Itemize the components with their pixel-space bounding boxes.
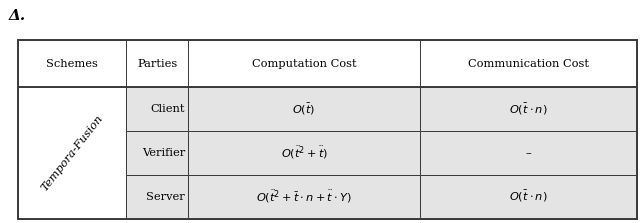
Text: $O(\ddot{t}^2 + \bar{t} \cdot n + \ddot{t} \cdot Y)$: $O(\ddot{t}^2 + \bar{t} \cdot n + \ddot{… (256, 188, 352, 205)
Text: Server: Server (146, 192, 185, 202)
Bar (188, 87, 420, 131)
Text: $O(\bar{t} \cdot n)$: $O(\bar{t} \cdot n)$ (509, 189, 548, 204)
Text: Parties: Parties (137, 59, 177, 69)
Bar (126, 40, 188, 87)
Bar (420, 175, 637, 219)
Bar (420, 40, 637, 87)
Bar (18, 40, 637, 219)
Bar (188, 175, 420, 219)
Bar (126, 87, 188, 131)
Bar (420, 131, 637, 175)
Text: –: – (525, 148, 531, 158)
Bar (18, 87, 126, 219)
Text: Client: Client (150, 104, 185, 114)
Bar (126, 131, 188, 175)
Text: Δ.: Δ. (8, 9, 26, 23)
Bar (420, 87, 637, 131)
Bar (18, 40, 126, 87)
Text: $O(\ddot{t}^2 + \ddot{t})$: $O(\ddot{t}^2 + \ddot{t})$ (280, 145, 328, 161)
Text: Verifier: Verifier (141, 148, 185, 158)
Bar (126, 175, 188, 219)
Bar (188, 40, 420, 87)
Bar (188, 131, 420, 175)
Text: Tempora-Fusion: Tempora-Fusion (39, 113, 105, 193)
Text: Communication Cost: Communication Cost (468, 59, 589, 69)
Text: $O(\bar{t})$: $O(\bar{t})$ (292, 102, 316, 117)
Text: Computation Cost: Computation Cost (252, 59, 356, 69)
Text: Schemes: Schemes (46, 59, 98, 69)
Text: $O(\bar{t} \cdot n)$: $O(\bar{t} \cdot n)$ (509, 102, 548, 117)
